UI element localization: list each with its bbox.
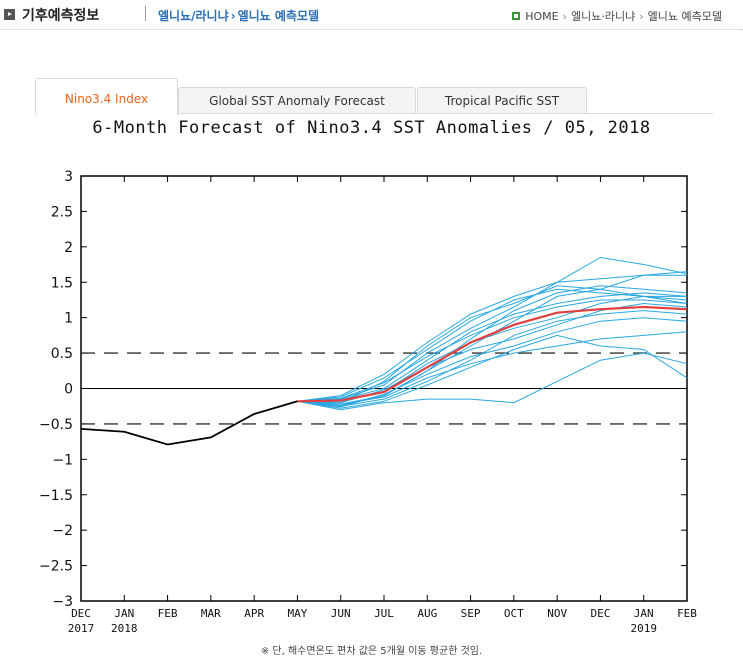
breadcrumb-elnino[interactable]: 엘니뇨·라니냐 [571, 10, 636, 23]
forecast-chart: −3 −2.5 −2 −1.5 −1 −0.5 0 0.5 1 1.5 2 2.5 3 DEC 2017 JA… [39, 169, 697, 635]
y-tick-label: 1 [64, 311, 73, 327]
section-bullet-icon [4, 9, 15, 20]
y-tick-label: −1.5 [39, 488, 73, 504]
y-tick-label: −2 [52, 523, 73, 539]
observed-line [80, 400, 298, 446]
x-tick-label: JUN [331, 607, 351, 620]
ensemble-member-line [297, 352, 688, 411]
y-tick-label: 0.5 [51, 346, 73, 362]
x-tick-label: JAN [634, 607, 654, 620]
x-tick-label: JUL [374, 607, 394, 620]
path-link-model[interactable]: 엘니뇨 예측모델 [237, 9, 320, 23]
x-tick-label: APR [244, 607, 264, 620]
x-year-label: 2018 [111, 622, 138, 635]
ensemble-member-line [297, 299, 688, 402]
section-title: 기후예측정보 [22, 8, 100, 24]
ensemble-member-line [297, 292, 688, 402]
tab-label: Tropical Pacific SST [444, 94, 560, 108]
ensemble-mean-line [297, 305, 688, 403]
breadcrumb-home[interactable]: HOME [525, 9, 559, 23]
y-tick-label: −3 [52, 594, 73, 610]
tab-global-sst-anomaly[interactable]: Global SST Anomaly Forecast [178, 87, 416, 114]
x-tick-label: MAR [201, 607, 221, 620]
x-tick-label: OCT [504, 607, 524, 620]
x-tick-label: DEC [71, 607, 91, 620]
y-tick-label: 1.5 [51, 275, 73, 291]
chevron-right-icon: › [562, 9, 568, 23]
x-tick-label: MAY [287, 607, 307, 620]
y-tick-label: 0 [64, 382, 73, 398]
breadcrumb-current[interactable]: 엘니뇨 예측모델 [647, 10, 722, 23]
chart-title: 6-Month Forecast of Nino3.4 SST Anomalie… [92, 118, 651, 138]
chevron-right-icon: › [639, 9, 644, 23]
breadcrumb: HOME › 엘니뇨·라니냐 › 엘니뇨 예측모델 [512, 8, 722, 24]
tab-label: Nino3.4 Index [64, 92, 149, 106]
ensemble-member-line [297, 310, 688, 407]
y-tick-label: 2.5 [51, 204, 73, 220]
tab-bar: Nino3.4 Index Global SST Anomaly Forecas… [35, 78, 713, 115]
y-tick-label: −0.5 [39, 417, 73, 433]
section-path: 엘니뇨/라니냐 › 엘니뇨 예측모델 [158, 7, 319, 24]
y-tick-label: −2.5 [39, 559, 73, 575]
x-tick-label: DEC [590, 607, 610, 620]
y-tick-label: 3 [64, 169, 73, 185]
ensemble-member-line [297, 271, 688, 402]
x-year-label: 2017 [68, 622, 95, 635]
x-tick-label: FEB [677, 607, 697, 620]
x-year-label: 2019 [630, 622, 657, 635]
ensemble-member-line [297, 334, 688, 409]
home-icon [512, 12, 521, 20]
footnote: ※ 단, 해수면온도 편차 값은 5개월 이동 평균한 것임. [260, 646, 483, 657]
ensemble-member-line [297, 285, 688, 407]
chevron-right-icon: › [230, 9, 236, 23]
page-header: 기후예측정보 엘니뇨/라니냐 › 엘니뇨 예측모델 HOME › 엘니뇨·라니냐 ›… [0, 0, 743, 30]
x-tick-label: SEP [461, 607, 481, 620]
y-tick-label: 2 [64, 240, 73, 256]
divider [145, 6, 146, 21]
tab-nino34-index[interactable]: Nino3.4 Index [35, 78, 178, 115]
x-tick-label: JAN [114, 607, 134, 620]
x-tick-label: NOV [547, 607, 567, 620]
tab-label: Global SST Anomaly Forecast [209, 94, 385, 108]
x-tick-label: FEB [158, 607, 178, 620]
x-tick-label: AUG [417, 607, 437, 620]
tab-tropical-pacific-sst[interactable]: Tropical Pacific SST [417, 87, 587, 114]
y-tick-label: −1 [52, 452, 73, 468]
path-link-elnino[interactable]: 엘니뇨/라니냐 [158, 9, 229, 23]
